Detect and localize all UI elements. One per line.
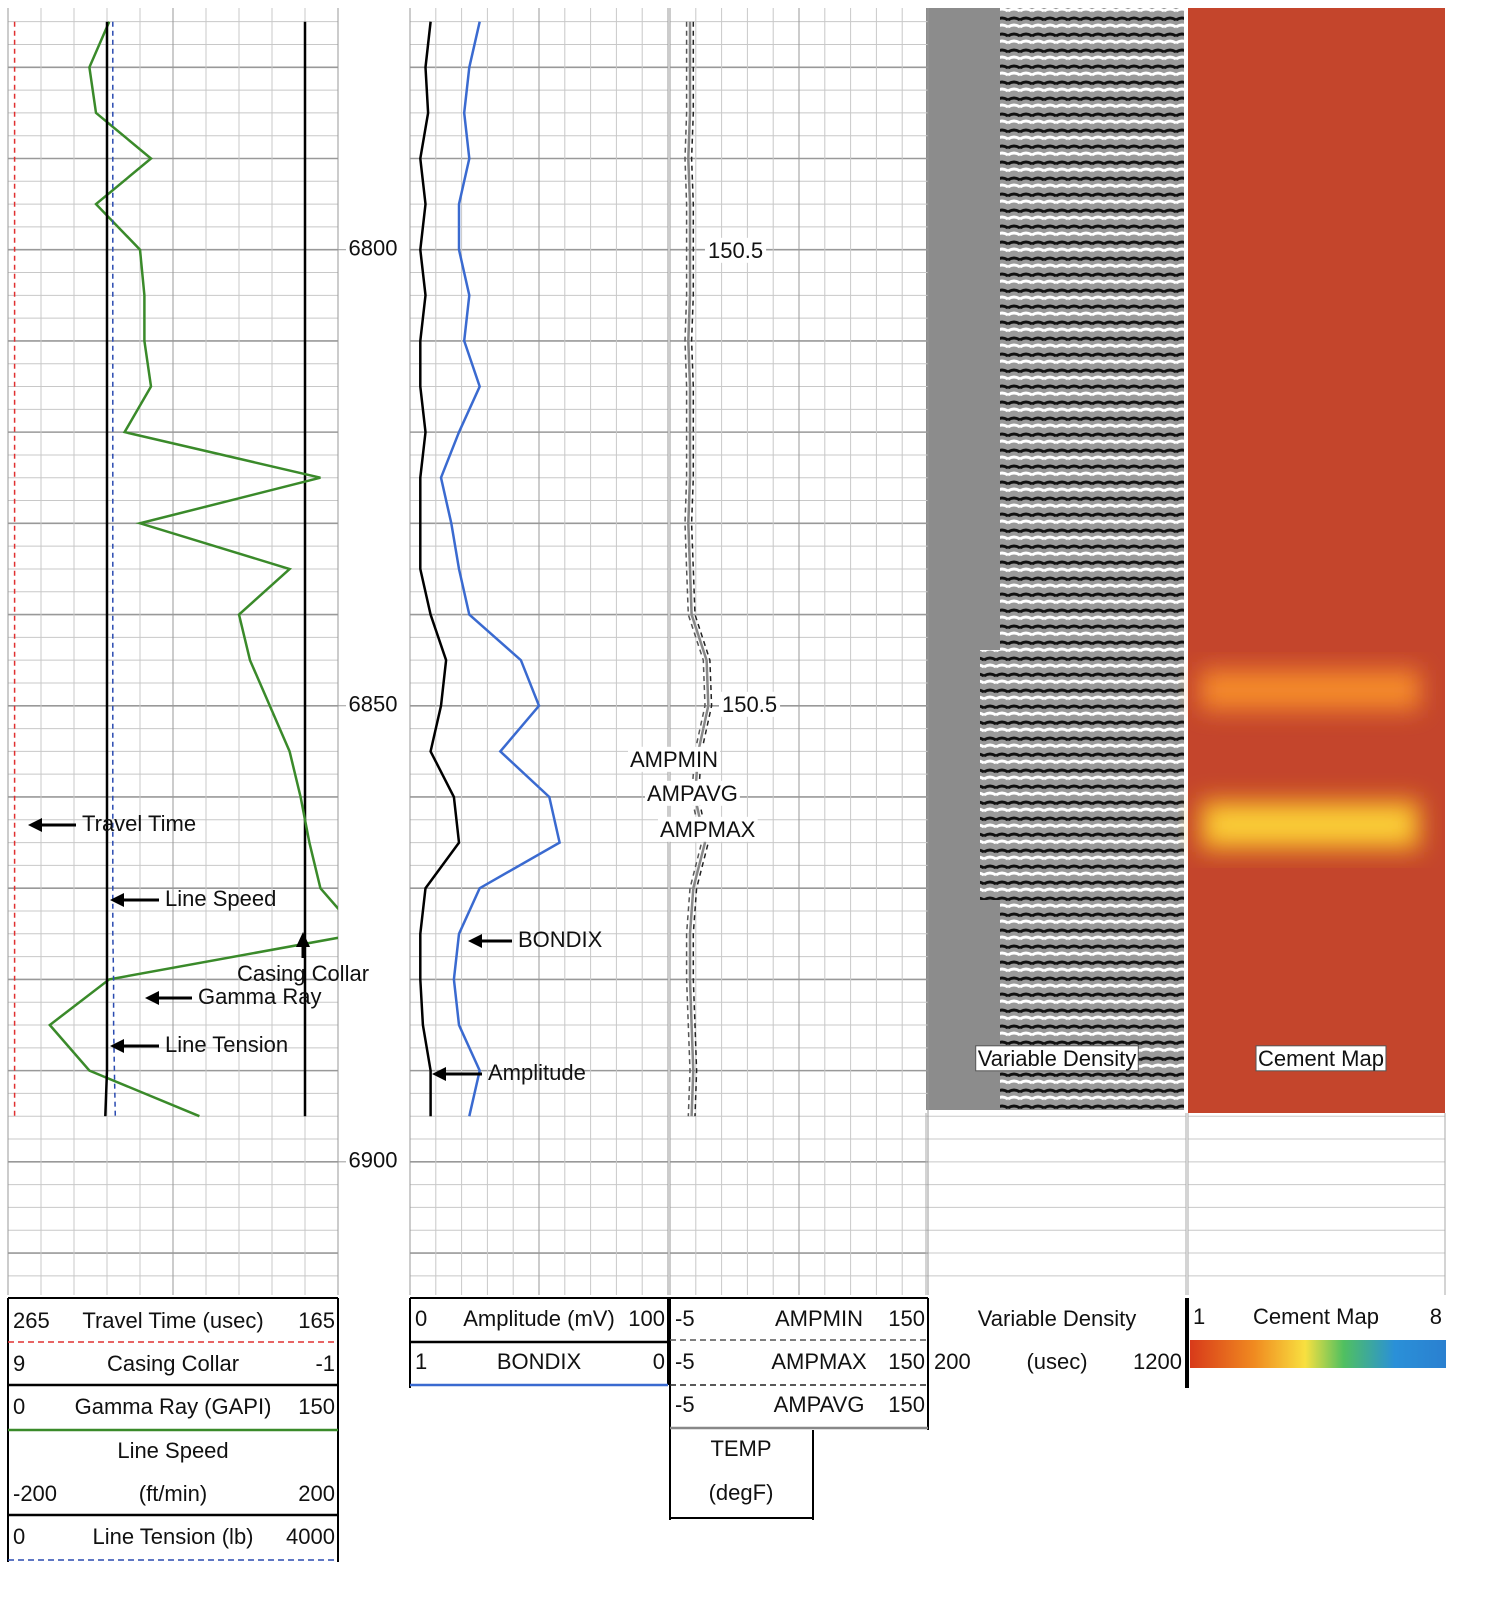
- cement-map-image: [1188, 8, 1445, 1113]
- range-max: 150: [888, 1349, 925, 1374]
- curve-name: Line Tension (lb): [92, 1524, 253, 1549]
- grid: 6800 6850 6900: [7, 8, 1446, 1295]
- curve-unit: (ft/min): [139, 1481, 207, 1506]
- annotation: Travel Time: [82, 811, 196, 836]
- annotation: Amplitude: [488, 1060, 586, 1085]
- cm-min: 1: [1193, 1304, 1205, 1329]
- annotation: Casing Collar: [237, 961, 369, 986]
- curve-name: Travel Time (usec): [82, 1308, 263, 1333]
- range-max: 150: [888, 1306, 925, 1331]
- range-min: 0: [13, 1394, 25, 1419]
- label-bg: [1255, 1045, 1387, 1072]
- annotation: AMPMIN: [630, 747, 718, 772]
- temp-name: TEMP: [710, 1436, 771, 1461]
- label-bg: [705, 237, 767, 263]
- curve: [419, 21, 461, 1117]
- range-min: -5: [675, 1306, 695, 1331]
- curve: [690, 21, 713, 1117]
- arrow-head: [432, 1067, 446, 1081]
- depth-label: 6800: [349, 236, 398, 261]
- annotation: Line Speed: [165, 886, 276, 911]
- range-max: -1: [315, 1351, 335, 1376]
- curve: [104, 21, 109, 1117]
- range-min: -5: [675, 1392, 695, 1417]
- arrow-head: [110, 893, 124, 907]
- annotation: Line Tension: [165, 1032, 288, 1057]
- vd-name: Variable Density: [978, 1306, 1137, 1331]
- curve: [439, 21, 562, 1117]
- range-min: -200: [13, 1481, 57, 1506]
- arrow-head: [468, 934, 482, 948]
- curve: [112, 21, 117, 1117]
- label-bg: [645, 780, 740, 806]
- range-max: 100: [628, 1306, 665, 1331]
- temp-unit: (degF): [709, 1480, 774, 1505]
- range-max: 0: [653, 1349, 665, 1374]
- curve-name: BONDIX: [497, 1349, 582, 1374]
- annotation: Variable Density: [978, 1046, 1137, 1071]
- depth-label: 6900: [349, 1148, 398, 1173]
- range-max: 150: [298, 1394, 335, 1419]
- curve-name: Casing Collar: [107, 1351, 239, 1376]
- arrow-head: [296, 932, 310, 947]
- curves: Travel Time Line Speed Casing CollarGamma …: [13, 21, 1387, 1118]
- temp-label: 150.5: [722, 692, 777, 717]
- arrow-head: [110, 1039, 124, 1053]
- curve: [687, 21, 710, 1117]
- range-min: 265: [13, 1308, 50, 1333]
- curve-name: Amplitude (mV): [463, 1306, 615, 1331]
- vd-min: 200: [934, 1349, 971, 1374]
- curve-name: AMPMIN: [775, 1306, 863, 1331]
- range-max: 150: [888, 1392, 925, 1417]
- range-min: 1: [415, 1349, 427, 1374]
- range-min: -5: [675, 1349, 695, 1374]
- curve-name: AMPAVG: [774, 1392, 865, 1417]
- arrow-head: [145, 991, 159, 1005]
- curve: [47, 21, 338, 1118]
- label-bg: [719, 691, 781, 717]
- cm-colorbar: [1190, 1340, 1446, 1368]
- temp-label: 150.5: [708, 238, 763, 263]
- curve-name: Line Speed: [117, 1438, 228, 1463]
- cm-max: 8: [1430, 1304, 1442, 1329]
- depth-label: 6850: [349, 692, 398, 717]
- annotation: BONDIX: [518, 927, 603, 952]
- arrow-head: [28, 818, 42, 832]
- range-min: 0: [13, 1524, 25, 1549]
- range-max: 200: [298, 1481, 335, 1506]
- curve-name: AMPMAX: [771, 1349, 867, 1374]
- vd-max: 1200: [1133, 1349, 1182, 1374]
- header: 265 165 Travel Time (usec) 9 -1 Casing Collar…: [7, 1297, 1446, 1562]
- annotation: Gamma Ray: [198, 984, 321, 1009]
- curve: [684, 21, 706, 1117]
- range-max: 165: [298, 1308, 335, 1333]
- curve-name: Gamma Ray (GAPI): [75, 1394, 272, 1419]
- range-max: 4000: [286, 1524, 335, 1549]
- cm-name: Cement Map: [1253, 1304, 1379, 1329]
- range-min: 0: [415, 1306, 427, 1331]
- label-bg: [658, 816, 758, 842]
- range-min: 9: [13, 1351, 25, 1376]
- label-bg: [975, 1045, 1139, 1072]
- vd-unit: (usec): [1026, 1349, 1087, 1374]
- annotation: Cement Map: [1258, 1046, 1384, 1071]
- annotation: AMPAVG: [647, 781, 738, 806]
- variable-density-image: [926, 8, 1184, 1110]
- annotation: AMPMAX: [660, 817, 756, 842]
- label-bg: [628, 746, 720, 772]
